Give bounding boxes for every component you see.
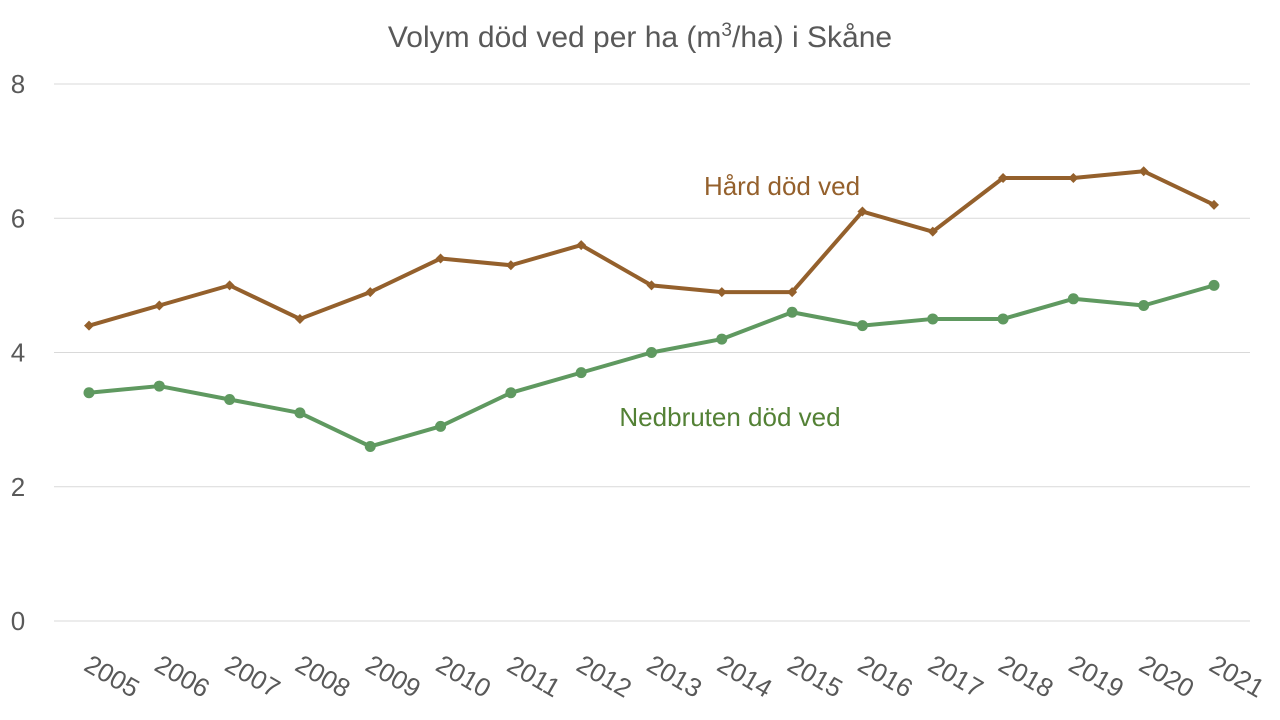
data-point [927,226,938,237]
y-tick-label: 6 [11,203,25,233]
x-tick-label: 2017 [923,649,988,704]
data-point [997,313,1009,325]
chart-title: Volym död ved per ha (m3/ha) i Skåne [388,20,892,54]
data-point [575,367,587,379]
x-tick-label: 2020 [1134,649,1199,704]
x-axis-ticks: 2005 2006 2007 2008 2009 2010 2011 2012 2013 2014… [80,649,1270,704]
data-point [856,320,868,332]
x-tick-label: 2013 [642,649,707,704]
data-point [294,407,306,419]
data-point [365,287,376,298]
data-point [364,440,376,452]
data-point [1209,199,1219,210]
data-point [435,420,447,432]
series-0 [84,166,1219,331]
chart-title-superscript: 3 [721,20,732,41]
x-tick-label: 2012 [572,649,637,704]
x-tick-label: 2009 [361,649,426,704]
data-point [153,380,165,392]
data-point [294,313,305,324]
y-tick-label: 4 [11,338,25,368]
data-point [716,333,728,345]
x-tick-label: 2008 [290,649,355,704]
data-point [224,393,236,405]
x-tick-label: 2015 [783,649,848,704]
data-point [505,260,516,271]
y-tick-label: 8 [11,69,25,99]
data-point [1138,300,1150,312]
series-layer [83,166,1220,452]
series-label-hard-dod-ved: Hård död ved [704,171,860,201]
x-tick-label: 2018 [994,649,1059,704]
y-axis-ticks: 0 2 4 6 8 [11,69,25,636]
data-point [84,320,94,331]
data-point [1208,279,1220,291]
x-tick-label: 2011 [502,649,565,703]
x-tick-label: 2021 [1205,649,1270,704]
x-tick-label: 2010 [431,649,496,704]
x-tick-label: 2014 [712,649,777,704]
series-label-nedbruten-dod-ved: Nedbruten död ved [619,402,840,432]
data-point [646,347,657,358]
data-point [505,387,517,399]
data-point [1138,166,1149,177]
data-point [1068,172,1079,183]
data-point [435,253,446,264]
data-point [83,387,95,399]
data-point [927,313,939,325]
chart-title-end: /ha) i Skåne [732,21,892,54]
data-point [1067,293,1079,305]
series-line [87,169,1216,328]
data-point [857,206,868,217]
data-point [998,172,1009,183]
x-tick-label: 2019 [1064,649,1129,704]
data-point [154,300,165,311]
chart-title-main: Volym död ved per ha (m [388,21,722,54]
data-point [646,280,657,291]
x-tick-label: 2007 [220,649,285,704]
data-point [576,240,587,251]
y-tick-label: 0 [11,606,25,636]
data-point [787,287,798,298]
data-point [716,287,727,298]
y-tick-label: 2 [11,472,25,502]
data-point [786,306,798,318]
data-point [224,280,235,291]
x-tick-label: 2005 [80,649,145,704]
series-1 [83,279,1220,452]
x-tick-label: 2016 [853,649,918,704]
x-tick-label: 2006 [150,649,215,704]
